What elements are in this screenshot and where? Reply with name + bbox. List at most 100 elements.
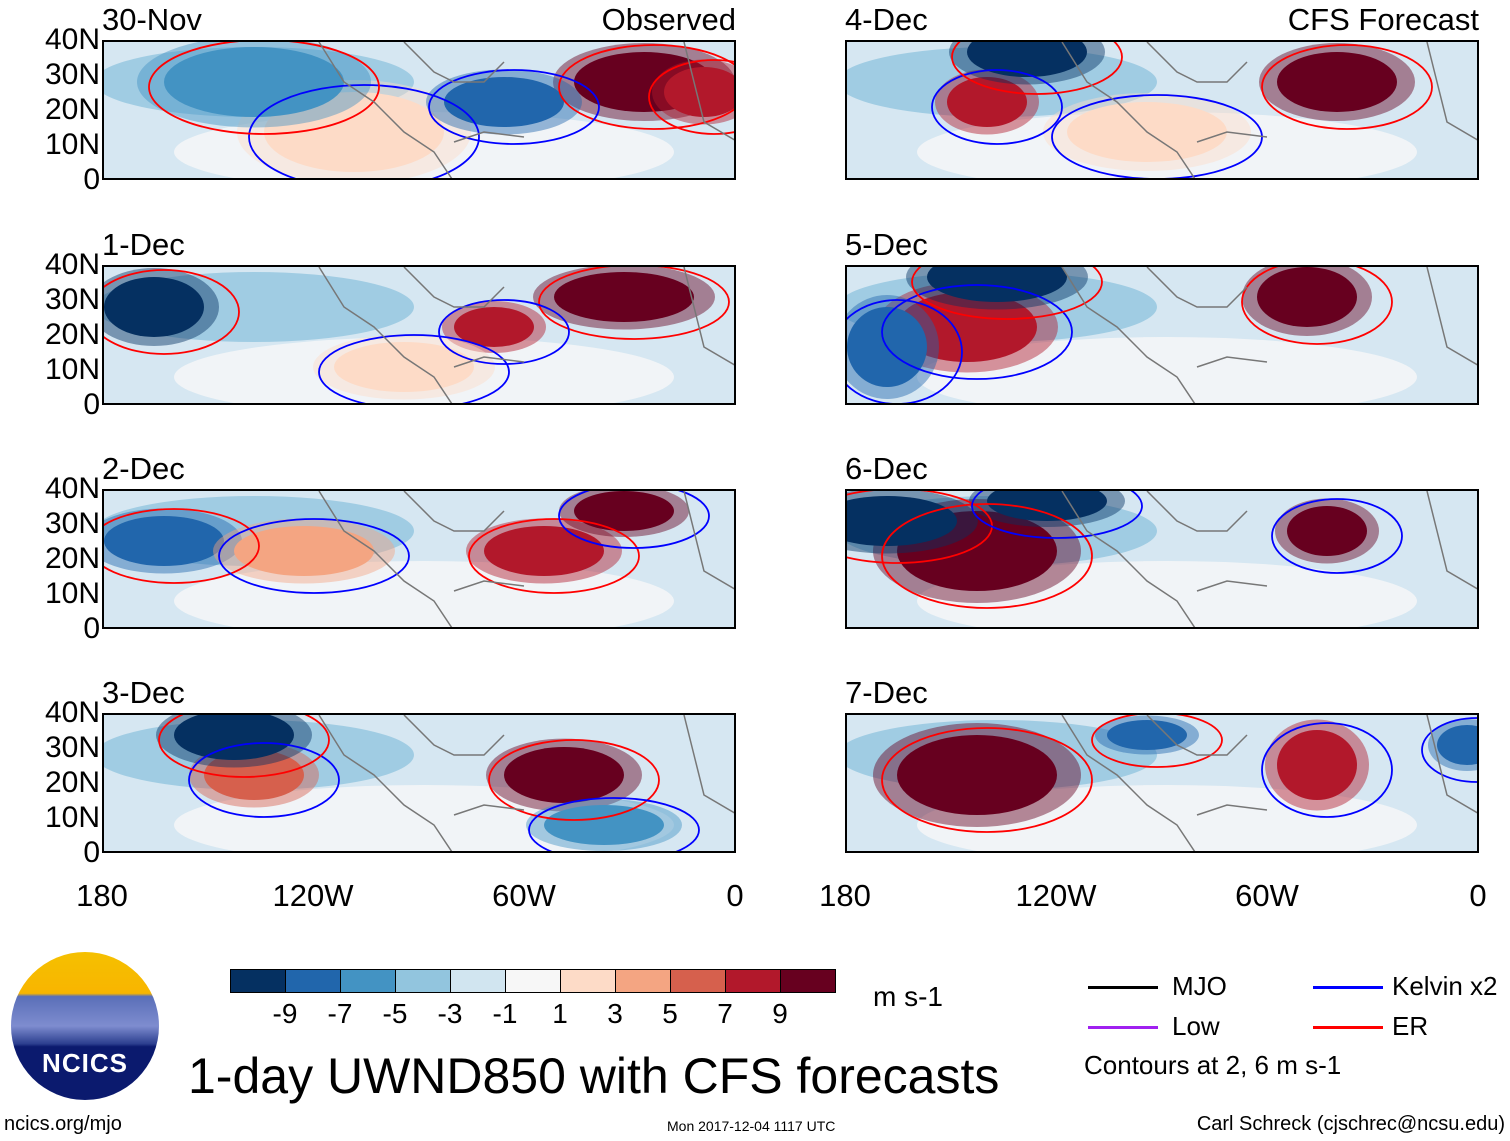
contour-line [951, 42, 1123, 95]
map-panel-2-dec [102, 489, 736, 629]
shading [1287, 506, 1367, 556]
panel-date: 7-Dec [845, 675, 928, 710]
shading [104, 277, 204, 337]
contour-line [1261, 722, 1393, 818]
contour-line [104, 269, 240, 355]
legend-label: Low [1172, 1011, 1220, 1041]
contour-line [1271, 498, 1403, 574]
shading [234, 526, 374, 576]
colorbar-swatch [780, 969, 836, 993]
shading [554, 272, 694, 322]
contour-line [558, 44, 734, 130]
contour-line [218, 518, 410, 594]
map-panel-3-dec [102, 713, 736, 853]
contour-line [428, 69, 600, 145]
lon-label: 180 [76, 878, 128, 913]
shading [1257, 267, 1357, 327]
lon-label: 60W [492, 878, 556, 913]
map-panel-1-dec [102, 265, 736, 405]
shading [847, 496, 957, 546]
shading [897, 292, 1037, 362]
lat-label: 0 [83, 163, 100, 196]
colorbar-label: -9 [272, 998, 298, 1029]
shading [897, 735, 1057, 815]
anomaly-field [104, 267, 734, 403]
shading [967, 42, 1087, 77]
coastline [318, 42, 734, 178]
shading [574, 491, 674, 531]
coastline [1061, 42, 1477, 178]
contour-line [1261, 44, 1433, 130]
colorbar-label: -7 [327, 998, 353, 1029]
map-panel-5-dec [845, 265, 1479, 405]
colorbar-swatch [615, 969, 671, 993]
shading [264, 92, 444, 172]
contour-line [188, 742, 340, 818]
lat-label: 20N [44, 766, 100, 799]
lat-label: 10N [44, 801, 100, 834]
contour-line [881, 503, 1093, 609]
lat-label: 30N [44, 731, 100, 764]
colorbar-label: -1 [492, 998, 518, 1029]
colorbar-swatch [505, 969, 561, 993]
colorbar-swatch [340, 969, 396, 993]
anomaly-field [847, 715, 1477, 851]
contour-line [648, 59, 734, 135]
contour-line [847, 299, 963, 403]
shading [1277, 730, 1357, 800]
contour-line [558, 491, 710, 549]
colorbar-swatch [560, 969, 616, 993]
legend-swatch-low [1088, 1026, 1158, 1029]
anomaly-field [847, 42, 1477, 178]
contour-line [881, 284, 1073, 380]
colorbar-label: 1 [552, 998, 568, 1029]
colorbar-units: m s-1 [873, 981, 943, 1012]
anomaly-field [104, 715, 734, 851]
coastline [318, 491, 734, 627]
colorbar-label: 7 [717, 998, 733, 1029]
logo-text: NCICS [42, 1048, 128, 1078]
colorbar-label: -5 [382, 998, 408, 1029]
lon-label: 60W [1235, 878, 1299, 913]
map-panel-6-dec [845, 489, 1479, 629]
lat-label: 20N [44, 318, 100, 351]
map-panel-4-dec [845, 40, 1479, 180]
contour-line [1421, 717, 1477, 783]
footer-url: ncics.org/mjo [4, 1113, 122, 1135]
contour-line [318, 334, 510, 403]
legend-label: MJO [1172, 971, 1227, 1001]
lon-label: 120W [272, 878, 354, 913]
lat-label: 30N [44, 58, 100, 91]
colorbar-swatch [450, 969, 506, 993]
lat-label: 40N [44, 696, 100, 729]
lon-label: 0 [726, 878, 744, 913]
lat-label: 0 [83, 836, 100, 869]
shading [484, 526, 604, 576]
colorbar-swatch [230, 969, 286, 993]
legend-swatch-er [1313, 1026, 1383, 1029]
contour-line [148, 42, 380, 135]
lat-label: 40N [44, 472, 100, 505]
anomaly-field [847, 491, 1477, 627]
colorbar-label: 5 [662, 998, 678, 1029]
panel-tag: CFS Forecast [1287, 2, 1479, 37]
contour-line [104, 508, 260, 584]
figure-title: 1-day UWND850 with CFS forecasts [188, 1048, 1000, 1104]
contour-line [528, 797, 700, 851]
panel-date: 1-Dec [102, 227, 185, 262]
contour-line [158, 715, 330, 778]
lat-label: 10N [44, 577, 100, 610]
colorbar-label: 3 [607, 998, 623, 1029]
coastline [1061, 715, 1477, 851]
shading [204, 750, 304, 800]
contour-line [488, 739, 660, 821]
contour-line [248, 84, 480, 178]
legend-swatch-mjo [1088, 986, 1158, 989]
lat-label: 0 [83, 388, 100, 421]
anomaly-field [847, 267, 1477, 403]
contour-line [538, 267, 730, 340]
shading [504, 747, 624, 803]
coastline [318, 715, 734, 851]
shading [444, 77, 564, 127]
